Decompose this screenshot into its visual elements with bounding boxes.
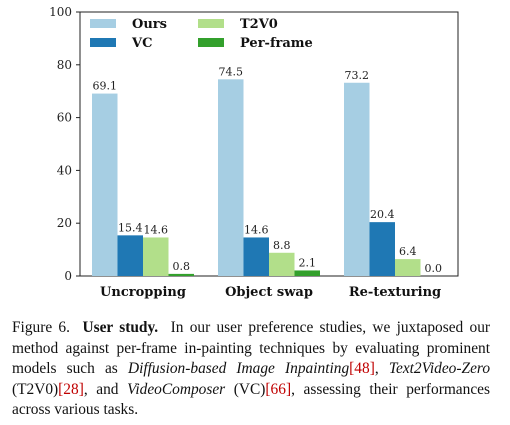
user-study-bar-chart: 0 20 40 60 80 100 Uncropping Object swap Re-text… xyxy=(49,5,459,300)
caption-ref-2[interactable]: [28] xyxy=(58,380,84,398)
legend-label: T2V0 xyxy=(240,17,278,32)
bar xyxy=(395,259,421,276)
bar-value-label: 6.4 xyxy=(399,245,417,258)
caption-label: Figure 6. xyxy=(12,319,70,336)
caption-text-1: In our user preference studies, we juxta… xyxy=(12,319,491,377)
bar xyxy=(92,93,118,277)
y-tick-label: 100 xyxy=(49,5,72,19)
caption-model-1: Diffusion-based Image Inpainting xyxy=(127,360,350,377)
figure-caption: Figure 6. User study. In our user prefer… xyxy=(12,318,490,421)
x-category-label: Object swap xyxy=(225,285,313,300)
caption-text-5: (VC) xyxy=(233,380,266,398)
bar-value-label: 0.8 xyxy=(173,260,191,273)
bar xyxy=(369,222,395,276)
caption-title: User study. xyxy=(82,319,159,336)
caption-text-6: , assessing their performances across va… xyxy=(12,380,490,419)
bar-value-label: 15.4 xyxy=(118,221,143,234)
bar xyxy=(168,273,194,276)
bar xyxy=(294,270,320,276)
legend-swatch xyxy=(90,38,116,47)
bar-value-label: 0.0 xyxy=(425,262,443,275)
bar-value-label: 20.4 xyxy=(370,208,395,221)
caption-text-4: , and xyxy=(83,380,119,398)
bar xyxy=(344,82,370,276)
y-tick-label: 20 xyxy=(57,216,72,230)
bar-value-label: 2.1 xyxy=(299,256,317,269)
bar xyxy=(143,237,169,276)
legend-swatch xyxy=(198,19,224,28)
chart-legend: Ours VC T2V0 Per-frame xyxy=(90,17,313,51)
bar-value-label: 69.1 xyxy=(93,80,118,93)
y-tick-label: 40 xyxy=(57,163,72,177)
bar-value-label: 8.8 xyxy=(273,239,291,252)
y-tick-label: 0 xyxy=(64,269,72,283)
chart-value-labels: 69.115.4 14.60.874.514.68.82.173.220.46.4… xyxy=(93,65,443,275)
caption-text-2: , xyxy=(374,360,379,377)
legend-swatch xyxy=(90,19,116,28)
bar xyxy=(269,252,295,276)
legend-label: VC xyxy=(131,36,152,51)
bar-value-label: 14.6 xyxy=(144,223,169,236)
caption-model-2: Text2Video-Zero xyxy=(388,360,491,377)
y-tick-label: 80 xyxy=(57,58,72,72)
bar xyxy=(117,235,143,276)
caption-ref-3[interactable]: [66] xyxy=(265,380,292,398)
caption-text-3: (T2V0) xyxy=(12,380,59,398)
caption-model-3: VideoComposer xyxy=(127,380,226,398)
legend-swatch xyxy=(198,38,224,47)
y-tick-label: 60 xyxy=(57,111,72,125)
chart-bars xyxy=(92,79,421,277)
x-category-label: Re-texturing xyxy=(349,285,441,300)
bar-value-label: 73.2 xyxy=(345,69,370,82)
bar xyxy=(218,79,244,276)
legend-label: Ours xyxy=(132,17,167,32)
bar-value-label: 14.6 xyxy=(244,223,269,236)
bar-value-label: 74.5 xyxy=(219,65,244,78)
caption-ref-1[interactable]: [48] xyxy=(349,360,375,377)
bar xyxy=(243,237,269,276)
legend-label: Per-frame xyxy=(240,36,313,51)
x-category-label: Uncropping xyxy=(100,285,186,300)
